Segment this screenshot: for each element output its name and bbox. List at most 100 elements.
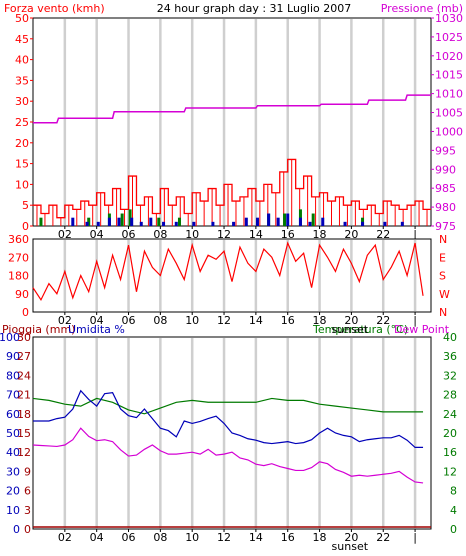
wind-min-bar xyxy=(255,217,259,226)
x-tick-label: 04 xyxy=(90,314,104,327)
wind-avg-bar xyxy=(311,213,315,226)
wind-tick-label: 45 xyxy=(15,33,29,46)
wind-avg-bar xyxy=(87,217,91,226)
wind-tick-label: 35 xyxy=(15,74,29,87)
wind-min-bar xyxy=(298,217,302,226)
x-tick-label: 04 xyxy=(90,531,104,544)
temperature-tick-label: 28 xyxy=(443,389,457,402)
pressure-tick-label: 980 xyxy=(435,201,456,214)
rain-tick-label: 6 xyxy=(24,485,31,498)
temperature-tick-label: 4 xyxy=(450,504,457,517)
dewpoint-line xyxy=(32,427,424,484)
wind-tick-label: 50 xyxy=(15,12,29,25)
rain-tick-label: 30 xyxy=(17,331,31,344)
x-tick-label: 18 xyxy=(313,228,327,241)
x-tick-label: 12 xyxy=(217,228,231,241)
wind-min-bar xyxy=(343,221,347,226)
wind-min-bar xyxy=(71,217,75,226)
x-tick-label: 16 xyxy=(281,314,295,327)
wind-min-bar xyxy=(244,217,248,226)
humidity-tick-label: 30 xyxy=(6,465,20,478)
humidity-tick-label: 10 xyxy=(6,504,20,517)
x-tick-label: 20 xyxy=(344,228,358,241)
wind-min-bar xyxy=(276,217,280,226)
wind-avg-bar xyxy=(283,213,287,226)
wind-avg-bar xyxy=(157,217,161,226)
x-tick-label: 20 xyxy=(344,314,358,327)
temperature-line xyxy=(33,389,424,448)
rain-tick-label: 3 xyxy=(24,504,31,517)
pressure-tick-label: 1030 xyxy=(435,12,463,25)
humidity-tick-label: 20 xyxy=(6,485,20,498)
temperature-tick-label: 16 xyxy=(443,446,457,459)
compass-label: S xyxy=(439,270,446,283)
x-tick-label: 06 xyxy=(122,228,136,241)
x-tick-label: 10 xyxy=(185,314,199,327)
wind-min-bar xyxy=(383,221,387,226)
rain-tick-label: 12 xyxy=(17,446,31,459)
pressure-tick-label: 990 xyxy=(435,163,456,176)
humidity-tick-label: 50 xyxy=(6,427,20,440)
wind-min-bar xyxy=(308,221,312,226)
pressure-tick-label: 1000 xyxy=(435,125,463,138)
x-tick-label: 06 xyxy=(122,531,136,544)
x-tick-label: 08 xyxy=(153,314,167,327)
temperature-tick-label: 24 xyxy=(443,408,457,421)
direction-tick-label: 360 xyxy=(8,233,29,246)
rain-tick-label: 21 xyxy=(17,389,31,402)
wind-tick-label: 25 xyxy=(15,116,29,129)
wind-min-bar xyxy=(211,221,215,226)
dewpoint-axis-label: Dew Point xyxy=(394,323,450,336)
x-tick-label: 02 xyxy=(58,531,72,544)
rain-tick-label: 9 xyxy=(24,465,31,478)
panel-2-frame xyxy=(32,238,432,313)
wind-min-bar xyxy=(232,221,236,226)
wind-min-bar xyxy=(192,221,196,226)
sunset-label: sunset xyxy=(332,540,369,553)
x-tick-label: | xyxy=(413,228,417,241)
compass-label: N xyxy=(439,306,447,319)
humidity-axis-label: Umidita % xyxy=(68,323,125,336)
wind-tick-label: 0 xyxy=(22,220,29,233)
direction-tick-label: 0 xyxy=(22,306,29,319)
wind-min-bar xyxy=(361,221,365,226)
temperature-tick-label: 32 xyxy=(443,369,457,382)
pressure-tick-label: 1005 xyxy=(435,107,463,120)
wind-tick-label: 10 xyxy=(15,178,29,191)
x-tick-label: 14 xyxy=(249,314,263,327)
wind-min-bar xyxy=(267,213,271,226)
x-tick-label: 18 xyxy=(313,314,327,327)
x-tick-label: 08 xyxy=(153,531,167,544)
x-tick-label: 12 xyxy=(217,314,231,327)
x-tick-label: 10 xyxy=(185,531,199,544)
humidity-tick-label: 80 xyxy=(6,369,20,382)
wind-min-bar xyxy=(321,217,325,226)
pressure-tick-label: 1015 xyxy=(435,69,463,82)
pressure-tick-label: 1010 xyxy=(435,88,463,101)
x-tick-label: 22 xyxy=(376,314,390,327)
compass-label: E xyxy=(439,251,446,264)
x-tick-label: 02 xyxy=(58,314,72,327)
wind-min-bar xyxy=(162,221,166,226)
pressure-tick-label: 1025 xyxy=(435,31,463,44)
wind-min-bar xyxy=(149,217,153,226)
pressure-tick-label: 995 xyxy=(435,144,456,157)
x-tick-label: 22 xyxy=(376,531,390,544)
x-tick-label: 08 xyxy=(153,228,167,241)
wind-min-bar xyxy=(174,221,178,226)
wind-tick-label: 20 xyxy=(15,137,29,150)
x-tick-label: 04 xyxy=(90,228,104,241)
wind-avg-bar xyxy=(39,217,43,226)
temperature-axis-label: Temperatura (°C) xyxy=(312,323,408,336)
wind-min-bar xyxy=(96,221,100,226)
temperature-tick-label: 36 xyxy=(443,350,457,363)
x-tick-label: | xyxy=(413,531,417,544)
x-tick-label: 16 xyxy=(281,228,295,241)
wind-avg-bar xyxy=(120,213,124,226)
x-tick-label: | xyxy=(413,314,417,327)
sunset-label: sunset xyxy=(332,323,369,336)
wind-min-bar xyxy=(107,217,111,226)
humidity-line xyxy=(32,397,424,415)
rain-tick-label: 18 xyxy=(17,408,31,421)
